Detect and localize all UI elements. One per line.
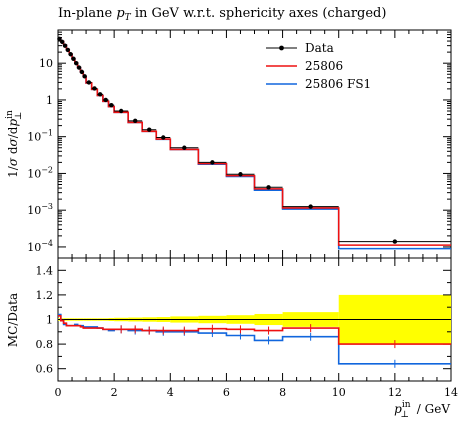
main-y-tick-label: 10−4 — [27, 239, 53, 254]
main-y-axis-label-part2: d — [6, 146, 20, 158]
x-axis-label-sup: in — [402, 400, 411, 410]
main-data-point — [238, 172, 243, 177]
main-data-point — [57, 36, 62, 42]
main-data-point — [65, 47, 71, 53]
ratio-line-25806 — [58, 315, 451, 345]
main-data-point — [97, 92, 103, 97]
main-data-point — [103, 97, 108, 103]
x-tick-label: 8 — [279, 386, 286, 399]
main-data-point — [266, 185, 271, 190]
main-line-25806-fs1 — [58, 37, 451, 250]
chart-title-part2: in GeV w.r.t. sphericity axes (charged) — [131, 6, 387, 21]
main-y-tick-label: 10−2 — [27, 165, 53, 180]
main-y-tick-label: 10 — [39, 57, 53, 70]
ratio-y-tick-label: 0.6 — [36, 363, 54, 376]
main-y-tick-label-exponent: −4 — [41, 239, 53, 248]
ratio-y-axis-label: MC/Data — [6, 293, 20, 347]
chart-title-part1: In-plane — [58, 6, 116, 21]
main-y-tick-label: 10−3 — [27, 202, 53, 217]
ratio-uncertainty-band — [58, 294, 451, 345]
main-y-tick-label-exponent: −3 — [41, 202, 53, 211]
main-data-point — [86, 80, 92, 85]
main-data-point — [147, 127, 152, 132]
x-axis-label-sub: ⊥ — [401, 410, 409, 420]
x-tick-label: 0 — [55, 386, 62, 399]
x-tick-label: 6 — [223, 386, 230, 399]
main-data-point — [60, 39, 65, 45]
main-data-point — [118, 108, 124, 114]
main-data-point — [210, 160, 215, 165]
main-axis-ticks — [57, 29, 452, 258]
ratio-series-group — [58, 313, 451, 368]
main-plot-panel: 10 1 10−1 10−2 10−3 10−4 — [27, 29, 452, 259]
x-tick-label: 12 — [388, 386, 402, 399]
main-data-point — [76, 65, 82, 70]
chart-title-pt: p — [116, 6, 125, 21]
main-data-point — [62, 43, 68, 48]
main-data-point — [392, 239, 398, 244]
main-data-point — [182, 145, 187, 150]
main-y-tick-label: 10−1 — [27, 129, 53, 144]
legend: Data 25806 25806 FS1 — [266, 41, 371, 91]
main-data-point — [74, 60, 79, 66]
main-data-point — [68, 52, 73, 57]
main-data-hbars — [58, 38, 451, 243]
main-y-tick-label-exponent: −1 — [41, 129, 53, 138]
x-tick-label: 10 — [332, 386, 346, 399]
x-tick-label: 2 — [111, 386, 118, 399]
main-data-point — [71, 56, 76, 61]
main-data-point — [92, 86, 97, 91]
chart-title: In-plane pT in GeV w.r.t. sphericity axe… — [58, 6, 386, 23]
main-y-tick-labels: 10 1 10−1 10−2 10−3 10−4 — [27, 57, 53, 254]
main-y-axis-label-sigma1: σ — [6, 157, 20, 166]
x-tick-label: 14 — [444, 386, 458, 399]
legend-label-1: 25806 — [305, 59, 343, 73]
main-y-axis-label-part3: /d — [6, 126, 20, 138]
main-y-axis-label-part1: 1/ — [6, 165, 20, 178]
main-y-tick-label: 1 — [46, 94, 53, 107]
x-axis-label-unit: / GeV — [413, 402, 450, 416]
ratio-y-tick-label: 1 — [46, 314, 53, 327]
main-data-point — [82, 74, 87, 79]
ratio-y-tick-label: 1.2 — [36, 289, 54, 302]
main-y-axis-label-sub: ⊥ — [14, 112, 24, 120]
main-y-axis-label: 1/σ dσ/dpin⊥ — [5, 110, 24, 178]
main-y-axis-label-p: p — [6, 119, 20, 127]
main-series-group — [57, 36, 451, 250]
x-axis-label: pin ⊥ / GeV — [394, 400, 450, 420]
main-data-point — [132, 118, 138, 124]
ratio-axis-ticks — [57, 257, 452, 382]
main-data-point — [161, 135, 166, 140]
main-y-axis-label-sigma2: σ — [6, 137, 20, 146]
ratio-y-tick-label: 0.8 — [36, 338, 54, 351]
legend-label-0: Data — [305, 41, 334, 55]
chart-title-pt-sub: T — [125, 13, 132, 23]
ratio-tick-labels: 0.6 0.8 1 1.2 1.4 0 2 4 6 8 10 12 14 — [36, 264, 459, 399]
legend-label-2: 25806 FS1 — [305, 77, 371, 91]
main-data-point — [109, 102, 114, 108]
x-tick-label: 4 — [167, 386, 174, 399]
main-y-tick-label-exponent: −2 — [41, 165, 53, 174]
main-y-axis-label-sup: in — [5, 110, 15, 119]
main-plot-frame — [57, 29, 452, 259]
legend-marker-0 — [279, 45, 284, 51]
x-axis-label-p: p — [394, 402, 402, 416]
main-data-point — [308, 204, 313, 209]
ratio-plot-panel: 0.6 0.8 1 1.2 1.4 0 2 4 6 8 10 12 14 — [36, 257, 459, 399]
ratio-y-tick-label: 1.4 — [36, 264, 54, 277]
main-data-point — [79, 69, 85, 75]
main-line-25806 — [58, 37, 451, 246]
